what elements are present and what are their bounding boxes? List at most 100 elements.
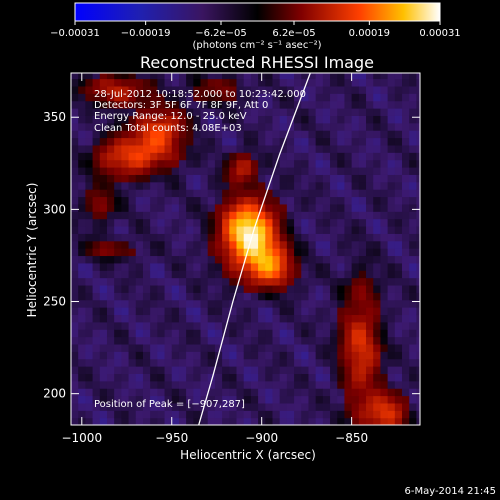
heatmap-cell xyxy=(222,358,230,367)
heatmap-cell xyxy=(150,78,158,87)
heatmap-cell xyxy=(416,388,420,397)
heatmap-cell xyxy=(236,292,245,301)
heatmap-cell xyxy=(71,284,79,293)
heatmap-cell xyxy=(286,203,295,212)
heatmap-cell xyxy=(186,417,194,425)
heatmap-cell xyxy=(416,307,420,316)
heatmap-cell xyxy=(258,144,266,153)
heatmap-cell xyxy=(121,417,130,425)
heatmap-cell xyxy=(330,351,338,360)
heatmap-cell xyxy=(157,189,166,198)
heatmap-cell xyxy=(286,336,295,345)
heatmap-cell xyxy=(366,321,374,330)
heatmap-cell xyxy=(301,78,310,87)
heatmap-cell xyxy=(186,130,194,139)
heatmap-cell xyxy=(214,248,223,257)
heatmap-cell xyxy=(279,410,288,419)
heatmap-cell xyxy=(229,115,238,124)
heatmap-cell xyxy=(171,152,180,161)
heatmap-cell xyxy=(178,240,187,249)
heatmap-cell xyxy=(85,336,94,345)
heatmap-cell xyxy=(171,100,180,109)
heatmap-cell xyxy=(193,299,202,308)
heatmap-cell xyxy=(373,73,382,80)
heatmap-cell xyxy=(272,343,281,352)
heatmap-cell xyxy=(301,395,310,404)
heatmap-cell xyxy=(214,137,223,146)
heatmap-cell xyxy=(344,373,353,382)
heatmap-cell xyxy=(301,130,310,139)
heatmap-cell xyxy=(409,329,418,338)
heatmap-cell xyxy=(128,218,137,227)
heatmap-cell xyxy=(394,284,403,293)
heatmap-cell xyxy=(380,366,389,374)
heatmap-cell xyxy=(373,130,382,139)
heatmap-cell xyxy=(193,366,202,374)
heatmap-cell xyxy=(265,388,274,397)
heatmap-cell xyxy=(214,417,223,425)
heatmap-cell xyxy=(178,137,187,146)
heatmap-cell xyxy=(128,225,137,234)
heatmap-cell xyxy=(294,321,302,330)
heatmap-cell xyxy=(409,218,418,227)
heatmap-cell xyxy=(106,159,115,168)
heatmap-cell xyxy=(157,166,166,175)
heatmap-cell xyxy=(402,336,410,345)
heatmap-cell xyxy=(250,196,259,205)
heatmap-cell xyxy=(373,277,382,286)
heatmap-cell xyxy=(344,380,353,389)
heatmap-cell xyxy=(200,218,209,227)
heatmap-cell xyxy=(164,277,173,286)
heatmap-cell xyxy=(373,380,382,389)
heatmap-cell xyxy=(164,108,173,116)
heatmap-cell xyxy=(236,100,245,109)
heatmap-cell xyxy=(157,343,166,352)
heatmap-cell xyxy=(135,329,144,338)
heatmap-cell xyxy=(193,329,202,338)
heatmap-cell xyxy=(114,100,122,109)
heatmap-cell xyxy=(121,166,130,175)
heatmap-cell xyxy=(337,373,346,382)
heatmap-cell xyxy=(243,100,252,109)
heatmap-cell xyxy=(106,336,115,345)
heatmap-cell xyxy=(85,314,94,323)
heatmap-cell xyxy=(351,307,360,316)
heatmap-cell xyxy=(308,248,317,257)
heatmap-cell xyxy=(409,152,418,161)
heatmap-cell xyxy=(236,307,245,316)
heatmap-cell xyxy=(214,159,223,168)
heatmap-cell xyxy=(402,189,410,198)
heatmap-cell xyxy=(114,402,122,411)
heatmap-cell xyxy=(106,144,115,153)
heatmap-cell xyxy=(351,380,360,389)
heatmap-cell xyxy=(286,255,295,264)
heatmap-cell xyxy=(121,284,130,293)
heatmap-cell xyxy=(258,115,266,124)
heatmap-cell xyxy=(207,203,216,212)
heatmap-cell xyxy=(330,196,338,205)
heatmap-cell xyxy=(315,73,324,80)
heatmap-cell xyxy=(258,100,266,109)
heatmap-cell xyxy=(222,181,230,190)
heatmap-cell xyxy=(178,73,187,80)
heatmap-cell xyxy=(114,225,122,234)
heatmap-cell xyxy=(128,203,137,212)
heatmap-cell xyxy=(409,321,418,330)
heatmap-cell xyxy=(373,189,382,198)
heatmap-cell xyxy=(337,336,346,345)
heatmap-cell xyxy=(308,159,317,168)
heatmap-cell xyxy=(366,115,374,124)
heatmap-cell xyxy=(294,152,302,161)
heatmap-cell xyxy=(121,130,130,139)
heatmap-cell xyxy=(258,122,266,131)
heatmap-cell xyxy=(222,144,230,153)
heatmap-cell xyxy=(99,388,108,397)
heatmap-cell xyxy=(99,402,108,411)
heatmap-cell xyxy=(171,166,180,175)
heatmap-cell xyxy=(92,307,101,316)
heatmap-cell xyxy=(142,277,151,286)
heatmap-cell xyxy=(171,144,180,153)
heatmap-cell xyxy=(344,299,353,308)
heatmap-cell xyxy=(380,93,389,102)
